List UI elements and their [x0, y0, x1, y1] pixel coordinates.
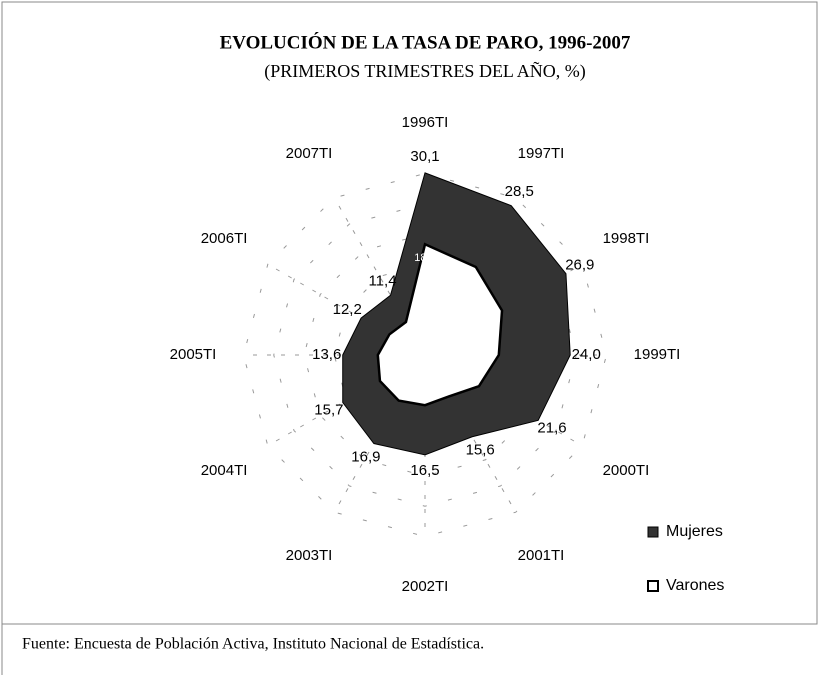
value-label: 16,5	[410, 462, 439, 479]
value-label: 21,6	[537, 419, 566, 436]
category-label: 1996TI	[402, 114, 449, 131]
value-label: 12,2	[333, 301, 362, 318]
value-label: 12,2	[474, 349, 495, 361]
grid-ring	[303, 233, 547, 477]
category-label: 2000TI	[603, 462, 650, 479]
category-label: 2006TI	[201, 230, 248, 247]
value-label: 8,7	[398, 382, 413, 394]
category-label: 1999TI	[634, 346, 681, 363]
grid-ring	[333, 263, 517, 447]
value-label: 7,9	[434, 378, 449, 390]
category-label: 2001TI	[518, 547, 565, 564]
value-label: 15,6	[466, 442, 495, 459]
category-label: 2007TI	[286, 145, 333, 162]
value-label: 6,3	[405, 328, 420, 340]
legend-swatch	[647, 580, 659, 592]
chart-subtitle: (PRIMEROS TRIMESTRES DEL AÑO, %)	[264, 60, 586, 82]
value-label: 30,1	[410, 148, 439, 165]
source-note: Fuente: Encuesta de Población Activa, In…	[22, 636, 484, 653]
value-label: 6,8	[394, 335, 409, 347]
grid-ring	[242, 172, 608, 538]
legend-swatch	[647, 526, 659, 538]
category-label: 1998TI	[603, 230, 650, 247]
category-label: 2003TI	[286, 547, 333, 564]
value-label: 7,8	[384, 349, 399, 361]
value-label: 14,7	[479, 311, 500, 323]
series-area	[376, 242, 504, 407]
category-label: 2002TI	[402, 578, 449, 595]
legend-label: Varones	[666, 577, 724, 594]
category-label: 1997TI	[518, 145, 565, 162]
value-label: 26,9	[565, 257, 594, 274]
value-label: 16,9	[351, 448, 380, 465]
value-label: 24,0	[572, 346, 601, 363]
value-label: 18,3	[414, 252, 435, 264]
value-label: 8,3	[417, 385, 432, 397]
value-label: 28,5	[505, 183, 534, 200]
value-label: 8,6	[384, 368, 399, 380]
value-label: 10,3	[456, 373, 477, 385]
frame	[1, 1, 818, 625]
value-label: 13,6	[312, 346, 341, 363]
value-label: 16,8	[458, 273, 479, 285]
value-label: 11,4	[368, 272, 396, 289]
value-label: 15,7	[314, 401, 343, 418]
legend-label: Mujeres	[666, 523, 723, 540]
chart-title: EVOLUCIÓN DE LA TASA DE PARO, 1996-2007	[220, 31, 631, 53]
category-label: 2004TI	[201, 462, 248, 479]
category-label: 2005TI	[170, 346, 217, 363]
